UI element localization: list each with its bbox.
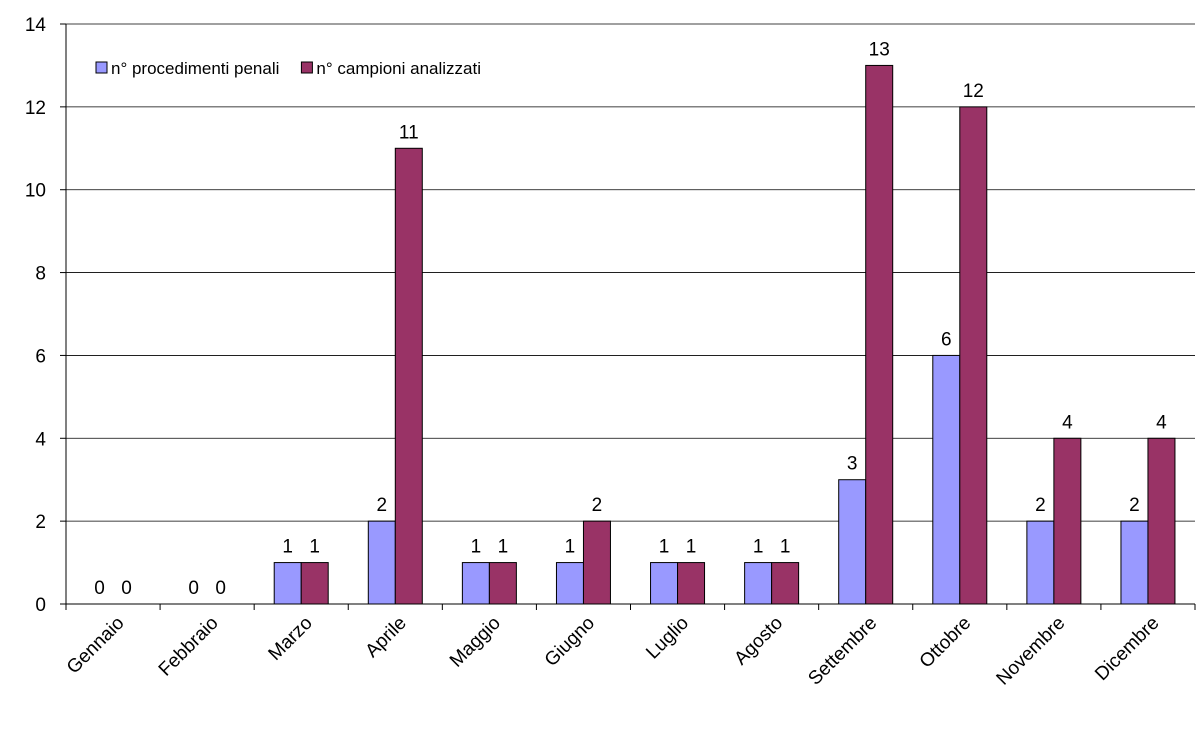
data-label: 1 — [471, 537, 482, 558]
x-tick-label: Ottobre — [916, 613, 976, 673]
x-tick-label: Dicembre — [1091, 613, 1163, 685]
bar — [367, 520, 396, 605]
bar — [838, 479, 867, 605]
data-label: 2 — [1035, 495, 1046, 516]
data-label: 1 — [686, 537, 697, 558]
data-label: 1 — [565, 537, 576, 558]
data-label: 0 — [121, 578, 132, 599]
legend-swatch — [300, 61, 313, 74]
x-tick-label: Aprile — [362, 613, 411, 662]
y-tick-label: 6 — [35, 346, 46, 367]
data-label: 2 — [1129, 495, 1140, 516]
y-tick-label: 12 — [25, 98, 46, 119]
bar — [1026, 520, 1055, 605]
x-tick-label: Giugno — [541, 613, 599, 671]
y-tick-label: 8 — [35, 264, 46, 285]
bar — [555, 562, 584, 605]
bar — [677, 562, 706, 605]
bar — [744, 562, 773, 605]
data-label: 13 — [869, 39, 890, 60]
data-label: 0 — [215, 578, 226, 599]
data-label: 4 — [1156, 412, 1167, 433]
data-label: 12 — [963, 81, 984, 102]
y-tick-label: 2 — [35, 512, 46, 533]
y-tick-label: 10 — [25, 181, 46, 202]
bar — [273, 562, 302, 605]
data-label: 1 — [498, 537, 509, 558]
y-tick-label: 0 — [35, 595, 46, 616]
bar — [959, 106, 988, 605]
bar — [1120, 520, 1149, 605]
legend-swatch — [95, 61, 108, 74]
x-tick-label: Luglio — [642, 613, 693, 664]
bar — [394, 147, 423, 605]
bar — [865, 64, 894, 605]
data-label: 0 — [94, 578, 105, 599]
data-label: 6 — [941, 329, 952, 350]
data-label: 2 — [592, 495, 603, 516]
x-tick-label: Marzo — [265, 613, 317, 665]
bar — [582, 520, 611, 605]
data-label: 1 — [659, 537, 670, 558]
x-tick-label: Maggio — [446, 613, 505, 672]
data-label: 4 — [1062, 412, 1073, 433]
bar — [1147, 437, 1176, 605]
x-tick-label: Febbraio — [155, 613, 223, 681]
bar — [771, 562, 800, 605]
bar — [932, 354, 961, 605]
data-label: 1 — [282, 537, 293, 558]
data-label: 11 — [399, 122, 419, 143]
data-label: 1 — [753, 537, 764, 558]
y-tick-label: 4 — [35, 429, 46, 450]
data-label: 0 — [188, 578, 199, 599]
bar — [650, 562, 679, 605]
x-tick-label: Settembre — [804, 613, 881, 690]
x-tick-label: Agosto — [730, 613, 787, 670]
legend-label: n° procedimenti penali — [111, 59, 279, 78]
x-tick-label: Gennaio — [63, 613, 129, 679]
bar — [461, 562, 490, 605]
y-tick-label: 14 — [25, 15, 47, 36]
bar — [488, 562, 517, 605]
data-label: 2 — [377, 495, 388, 516]
bar — [1053, 437, 1082, 605]
bar — [300, 562, 329, 605]
data-label: 1 — [780, 537, 791, 558]
legend-label: n° campioni analizzati — [316, 59, 481, 78]
data-label: 3 — [847, 454, 858, 475]
data-label: 1 — [309, 537, 320, 558]
x-tick-label: Novembre — [993, 613, 1070, 690]
